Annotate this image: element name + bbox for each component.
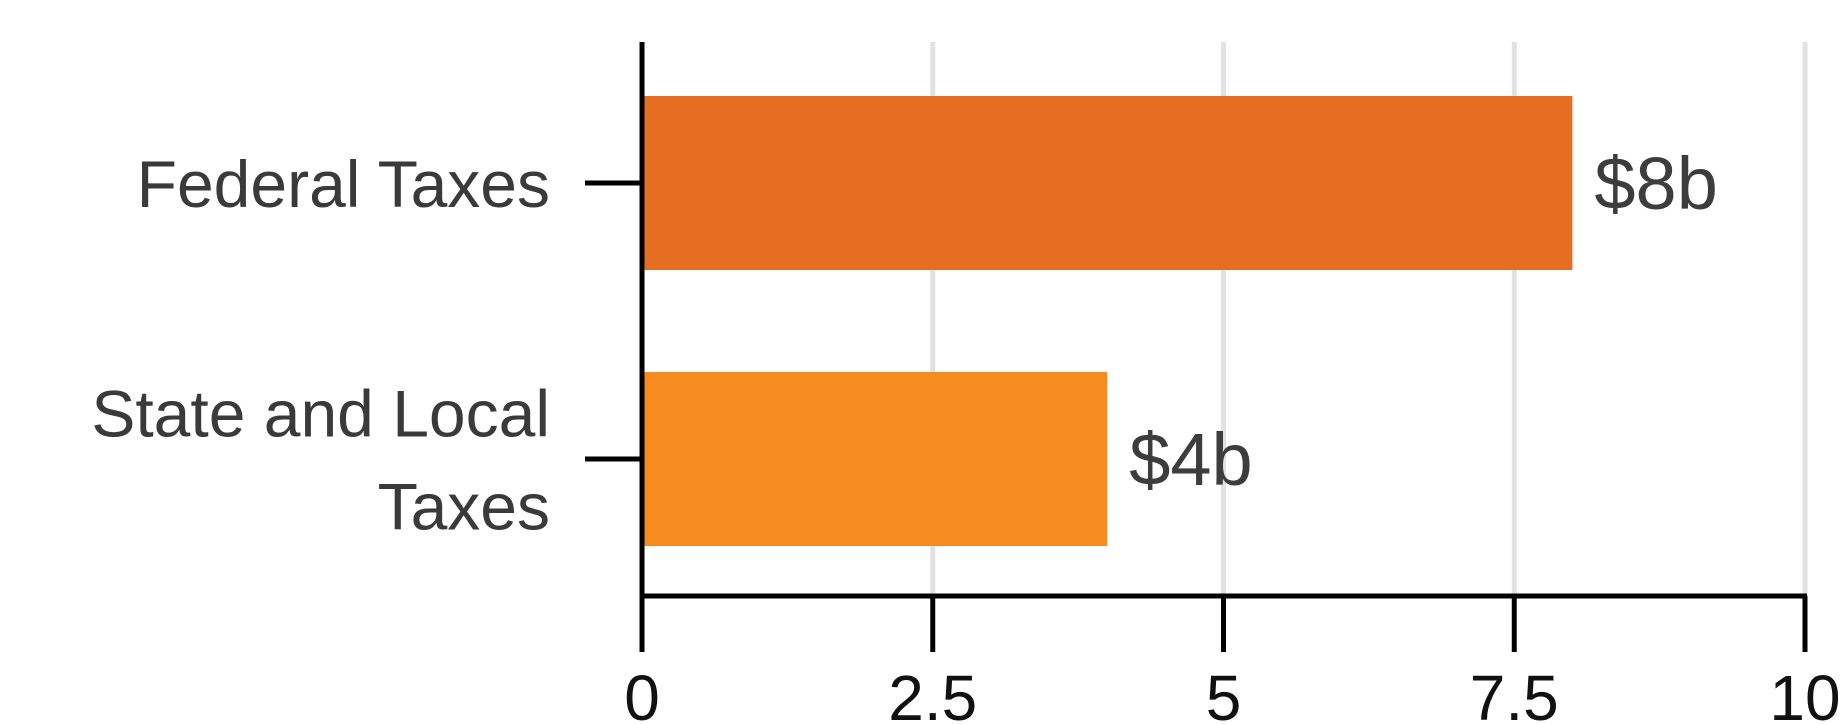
x-tick-label: 7.5 bbox=[1470, 662, 1559, 724]
category-label-line: State and Local bbox=[91, 377, 550, 451]
bar bbox=[642, 372, 1108, 546]
labels: $8b $4b 0 2.5 5 7.5 10 Federal Taxes State and L… bbox=[91, 142, 1840, 724]
axes bbox=[585, 42, 1808, 652]
x-tick-label: 2.5 bbox=[888, 662, 977, 724]
category-label-line: Federal Taxes bbox=[137, 147, 550, 221]
x-tick-label: 0 bbox=[624, 662, 660, 724]
category-label: Federal Taxes bbox=[137, 147, 550, 221]
bars bbox=[642, 96, 1573, 546]
x-tick-label: 10 bbox=[1769, 662, 1840, 724]
category-label-line: Taxes bbox=[378, 470, 550, 544]
bar-value-label: $4b bbox=[1129, 418, 1252, 501]
bar-value-label: $8b bbox=[1594, 142, 1717, 225]
bar bbox=[642, 96, 1573, 270]
x-tick-label: 5 bbox=[1206, 662, 1242, 724]
category-label: State and Local Taxes bbox=[91, 377, 550, 544]
